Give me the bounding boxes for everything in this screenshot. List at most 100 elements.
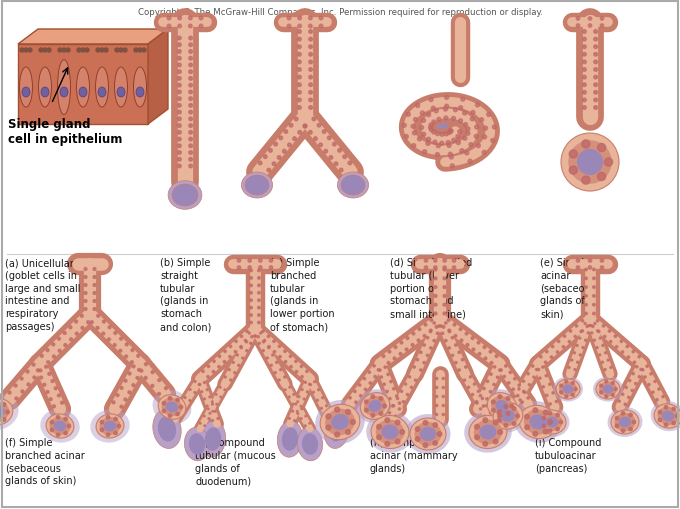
Circle shape [309,53,312,57]
Ellipse shape [530,415,547,430]
Ellipse shape [162,398,182,416]
Ellipse shape [602,385,613,394]
Circle shape [442,405,445,407]
Circle shape [201,391,203,393]
Circle shape [245,350,248,352]
Circle shape [244,340,246,342]
Circle shape [586,325,588,328]
Circle shape [599,354,600,356]
Circle shape [596,347,598,349]
Circle shape [545,361,547,364]
Circle shape [605,395,608,398]
Ellipse shape [153,410,181,448]
Circle shape [436,387,438,389]
Circle shape [424,259,428,263]
Circle shape [583,53,586,57]
Circle shape [625,386,628,389]
Circle shape [622,429,625,433]
Circle shape [413,131,416,135]
Circle shape [436,405,438,407]
Circle shape [293,137,296,141]
Ellipse shape [474,420,503,444]
Circle shape [212,411,214,412]
Circle shape [8,391,11,394]
Circle shape [220,387,221,388]
Circle shape [96,49,100,53]
Circle shape [438,325,441,327]
Circle shape [355,401,357,404]
Ellipse shape [596,379,620,399]
Ellipse shape [599,382,617,397]
Ellipse shape [519,406,557,439]
Circle shape [445,105,449,109]
Circle shape [373,365,375,367]
Circle shape [515,414,520,418]
Ellipse shape [651,401,680,431]
Circle shape [279,369,282,371]
Circle shape [443,259,446,263]
Circle shape [117,425,120,428]
Circle shape [62,49,66,53]
Circle shape [609,330,611,332]
Ellipse shape [22,88,30,98]
Circle shape [131,349,134,352]
Circle shape [568,341,571,343]
Polygon shape [18,30,168,45]
Circle shape [189,158,192,162]
Circle shape [481,398,483,400]
Circle shape [233,362,235,363]
Circle shape [248,259,252,263]
Circle shape [518,384,520,386]
Circle shape [475,126,479,130]
Circle shape [594,76,598,80]
Circle shape [84,292,87,295]
Ellipse shape [654,404,680,428]
Circle shape [189,77,192,81]
Ellipse shape [76,68,90,108]
Circle shape [379,397,383,401]
Circle shape [212,371,215,373]
Ellipse shape [90,410,130,443]
Circle shape [309,99,312,102]
Circle shape [292,404,294,405]
Circle shape [658,388,660,390]
Circle shape [275,362,277,363]
Circle shape [250,299,252,302]
Circle shape [467,386,470,389]
Circle shape [569,330,572,332]
Circle shape [565,395,568,398]
Ellipse shape [54,421,66,432]
Circle shape [312,118,316,122]
Circle shape [124,355,128,358]
Circle shape [214,411,216,412]
Circle shape [442,395,445,398]
Circle shape [328,137,331,140]
Circle shape [288,418,290,419]
Circle shape [424,266,428,270]
Circle shape [298,84,301,88]
Circle shape [479,119,483,123]
Circle shape [298,69,301,72]
Circle shape [93,300,96,303]
Circle shape [642,369,644,371]
Circle shape [268,347,270,349]
Circle shape [390,381,392,383]
Circle shape [298,396,300,398]
Circle shape [503,376,505,378]
Circle shape [246,330,248,333]
Circle shape [165,387,167,390]
Circle shape [629,428,632,431]
Circle shape [136,377,139,380]
Circle shape [189,131,192,135]
Ellipse shape [205,428,221,451]
Circle shape [505,365,507,367]
Circle shape [319,17,323,21]
Circle shape [67,425,71,428]
Circle shape [443,269,446,271]
Circle shape [410,386,413,389]
Circle shape [429,330,432,333]
Circle shape [177,77,181,81]
Circle shape [588,332,589,334]
Circle shape [395,420,400,425]
Circle shape [189,58,192,61]
